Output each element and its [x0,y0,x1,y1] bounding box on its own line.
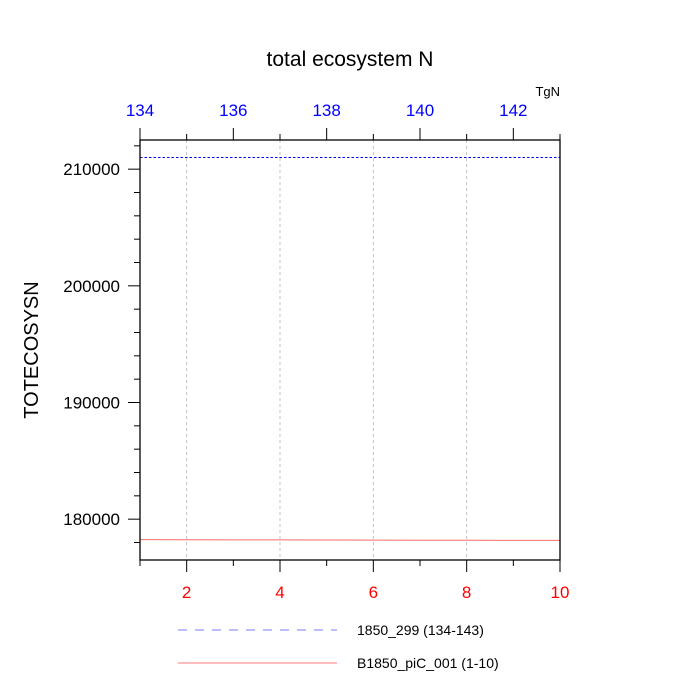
grid-layer [186,140,468,560]
chart-title: total ecosystem N [267,48,434,71]
axis-layer: 2 4 6 8 10 134 136 138 140 142 180000 190000 200000 2… [63,101,569,602]
x-bottom-tick-label: 10 [551,583,570,602]
x-top-tick-label: 136 [219,101,247,120]
y-tick-label: 210000 [63,160,120,179]
x-bottom-tick-label: 6 [369,583,378,602]
legend: 1850_299 (134-143) B1850_piC_001 (1-10) [178,622,499,671]
x-top-tick-label: 134 [126,101,154,120]
y-axis-label: TOTECOSYSN [21,281,43,418]
series-line-1 [139,539,561,541]
y-tick-label: 180000 [63,510,120,529]
legend-label-b1850-pic-001: B1850_piC_001 (1-10) [357,655,499,671]
x-top-tick-label: 140 [406,101,434,120]
plot-frame [139,139,561,561]
units-label: TgN [535,84,560,99]
x-bottom-tick-label: 8 [462,583,471,602]
x-top-tick-label: 142 [499,101,527,120]
legend-label-1850-299: 1850_299 (134-143) [357,622,484,638]
y-tick-label: 200000 [63,277,120,296]
x-bottom-tick-label: 2 [182,583,191,602]
y-tick-label: 190000 [63,394,120,413]
x-bottom-tick-label: 4 [275,583,284,602]
x-top-tick-label: 138 [312,101,340,120]
series-layer [139,157,561,541]
